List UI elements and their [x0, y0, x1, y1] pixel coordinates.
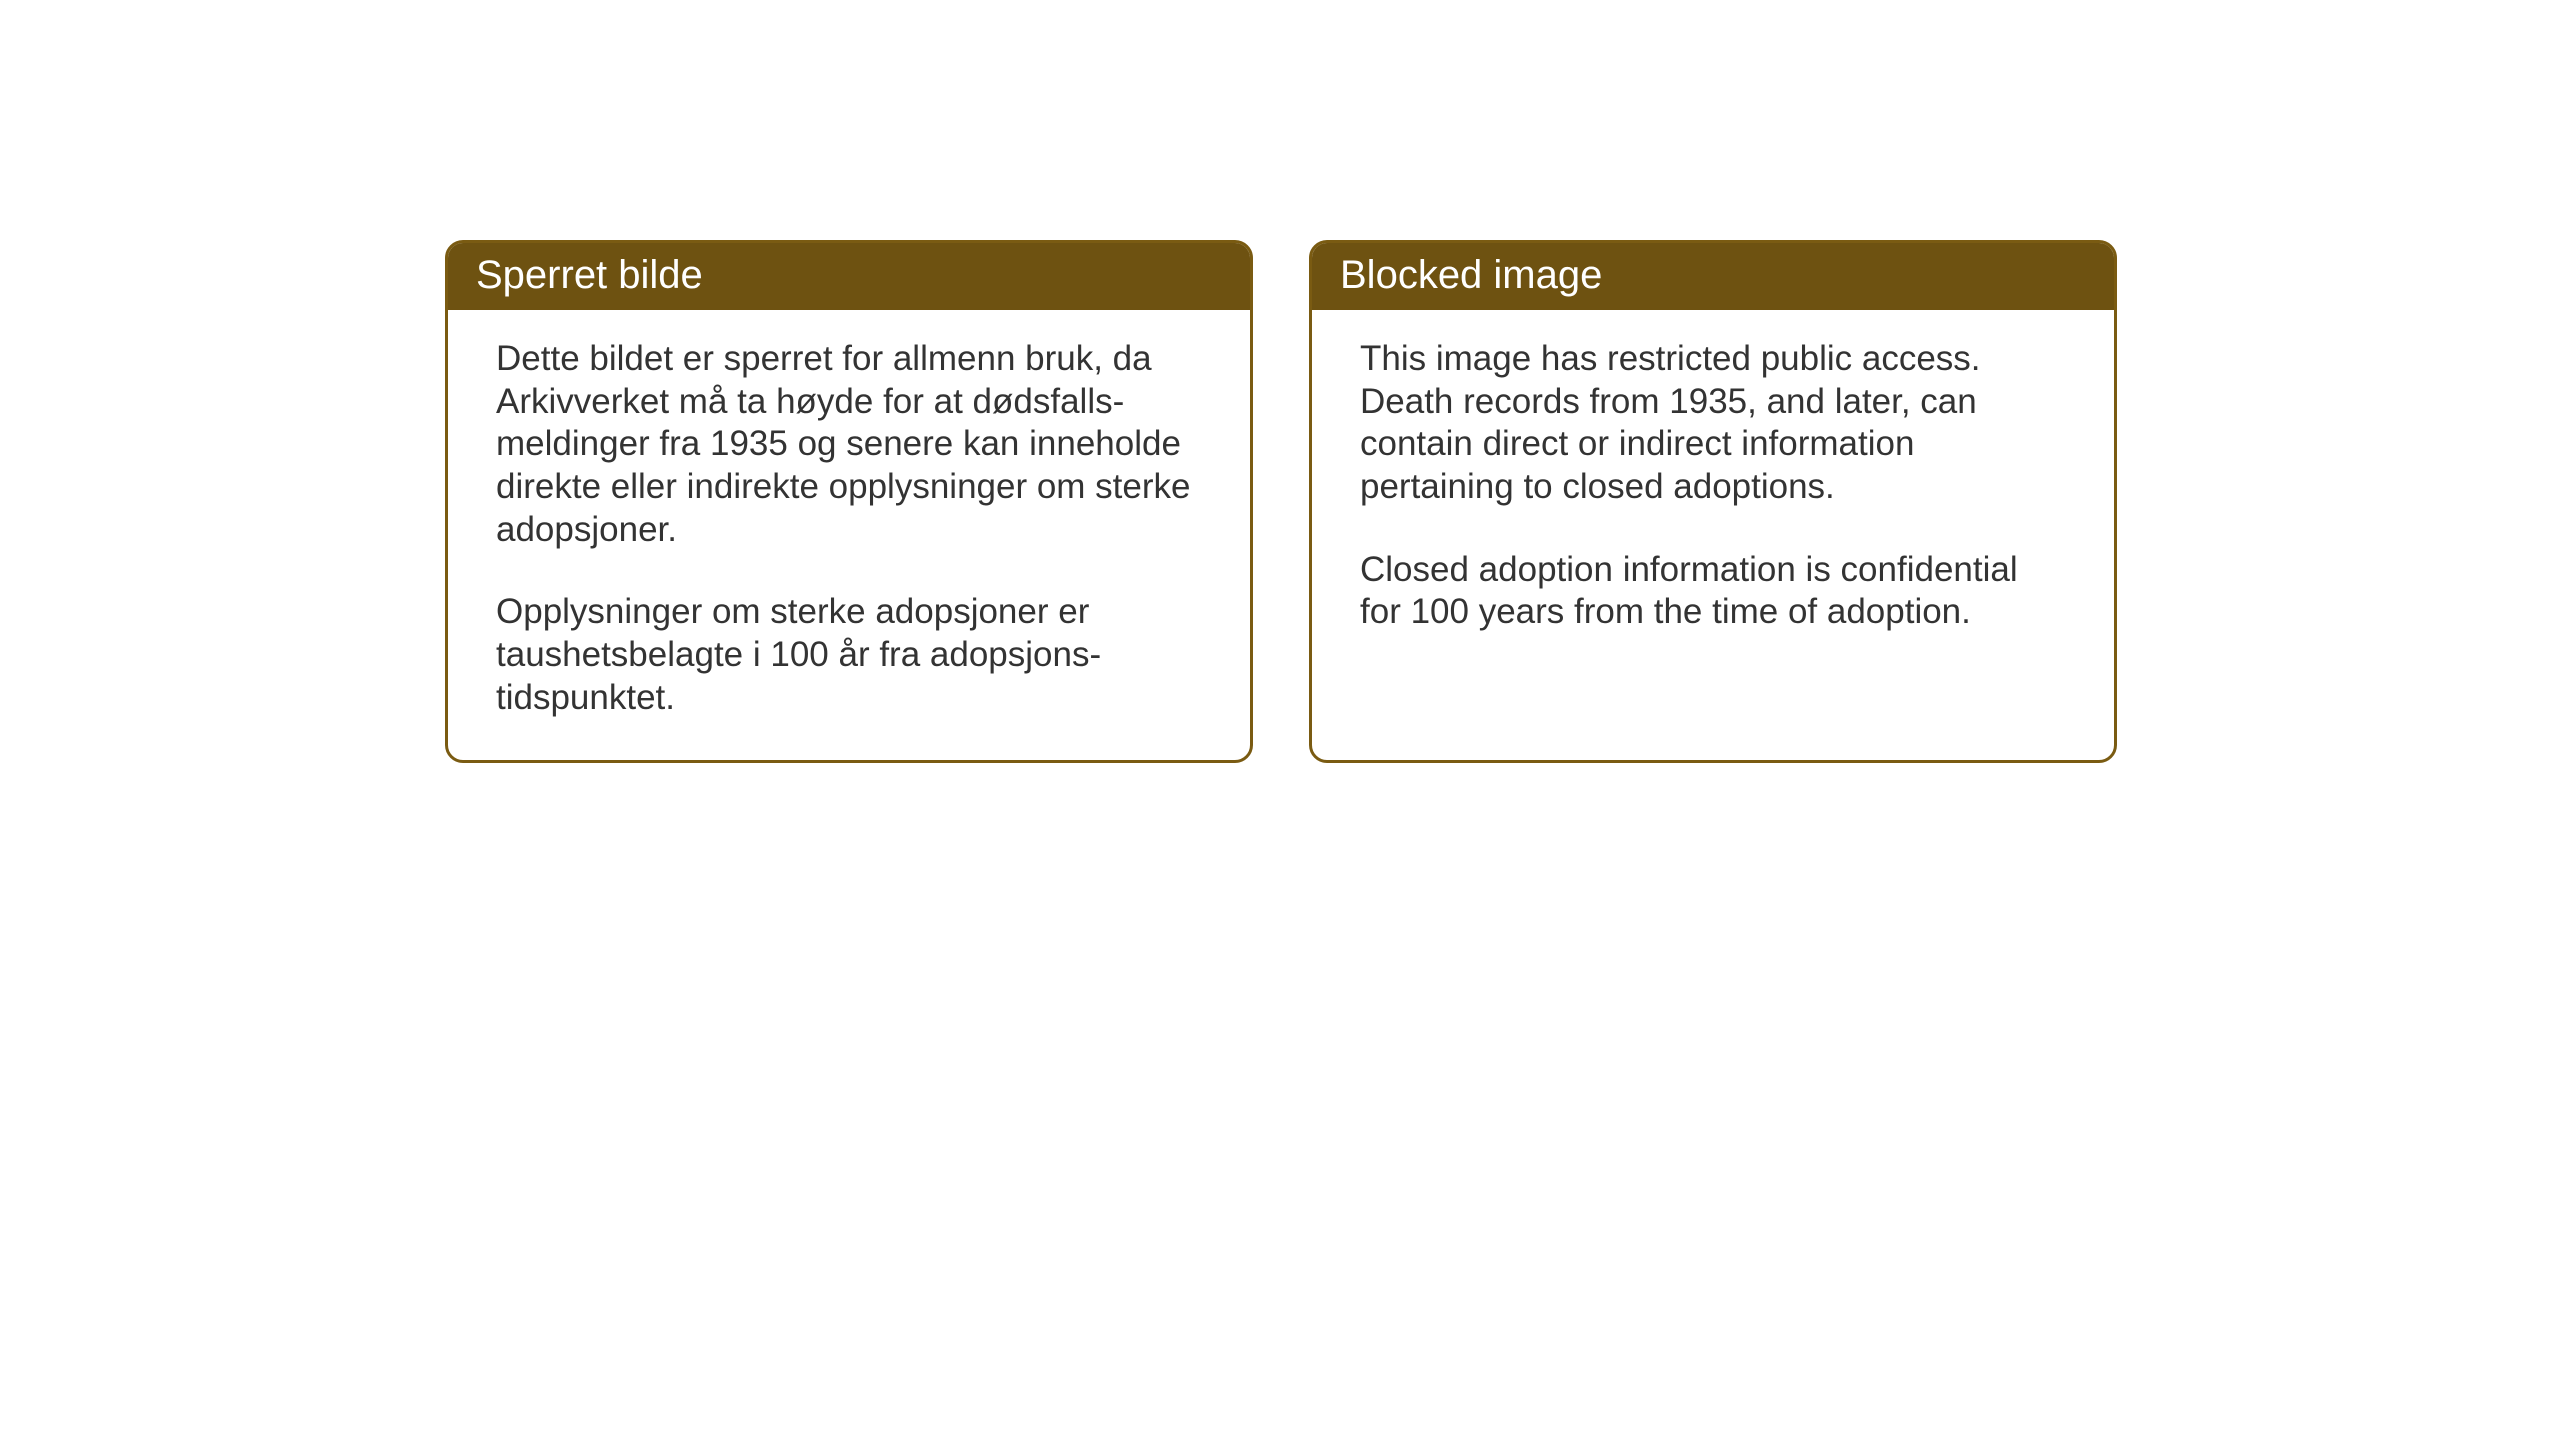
english-notice-card: Blocked image This image has restricted …	[1309, 240, 2117, 763]
norwegian-notice-card: Sperret bilde Dette bildet er sperret fo…	[445, 240, 1253, 763]
english-paragraph-2: Closed adoption information is confident…	[1360, 549, 2066, 634]
english-paragraph-1: This image has restricted public access.…	[1360, 338, 2066, 509]
norwegian-card-body: Dette bildet er sperret for allmenn bruk…	[448, 310, 1250, 760]
norwegian-card-header: Sperret bilde	[448, 243, 1250, 310]
english-card-title: Blocked image	[1340, 253, 1602, 297]
norwegian-paragraph-1: Dette bildet er sperret for allmenn bruk…	[496, 338, 1202, 551]
notice-container: Sperret bilde Dette bildet er sperret fo…	[445, 240, 2117, 763]
english-card-body: This image has restricted public access.…	[1312, 310, 2114, 750]
english-card-header: Blocked image	[1312, 243, 2114, 310]
norwegian-paragraph-2: Opplysninger om sterke adopsjoner er tau…	[496, 591, 1202, 719]
norwegian-card-title: Sperret bilde	[476, 253, 703, 297]
